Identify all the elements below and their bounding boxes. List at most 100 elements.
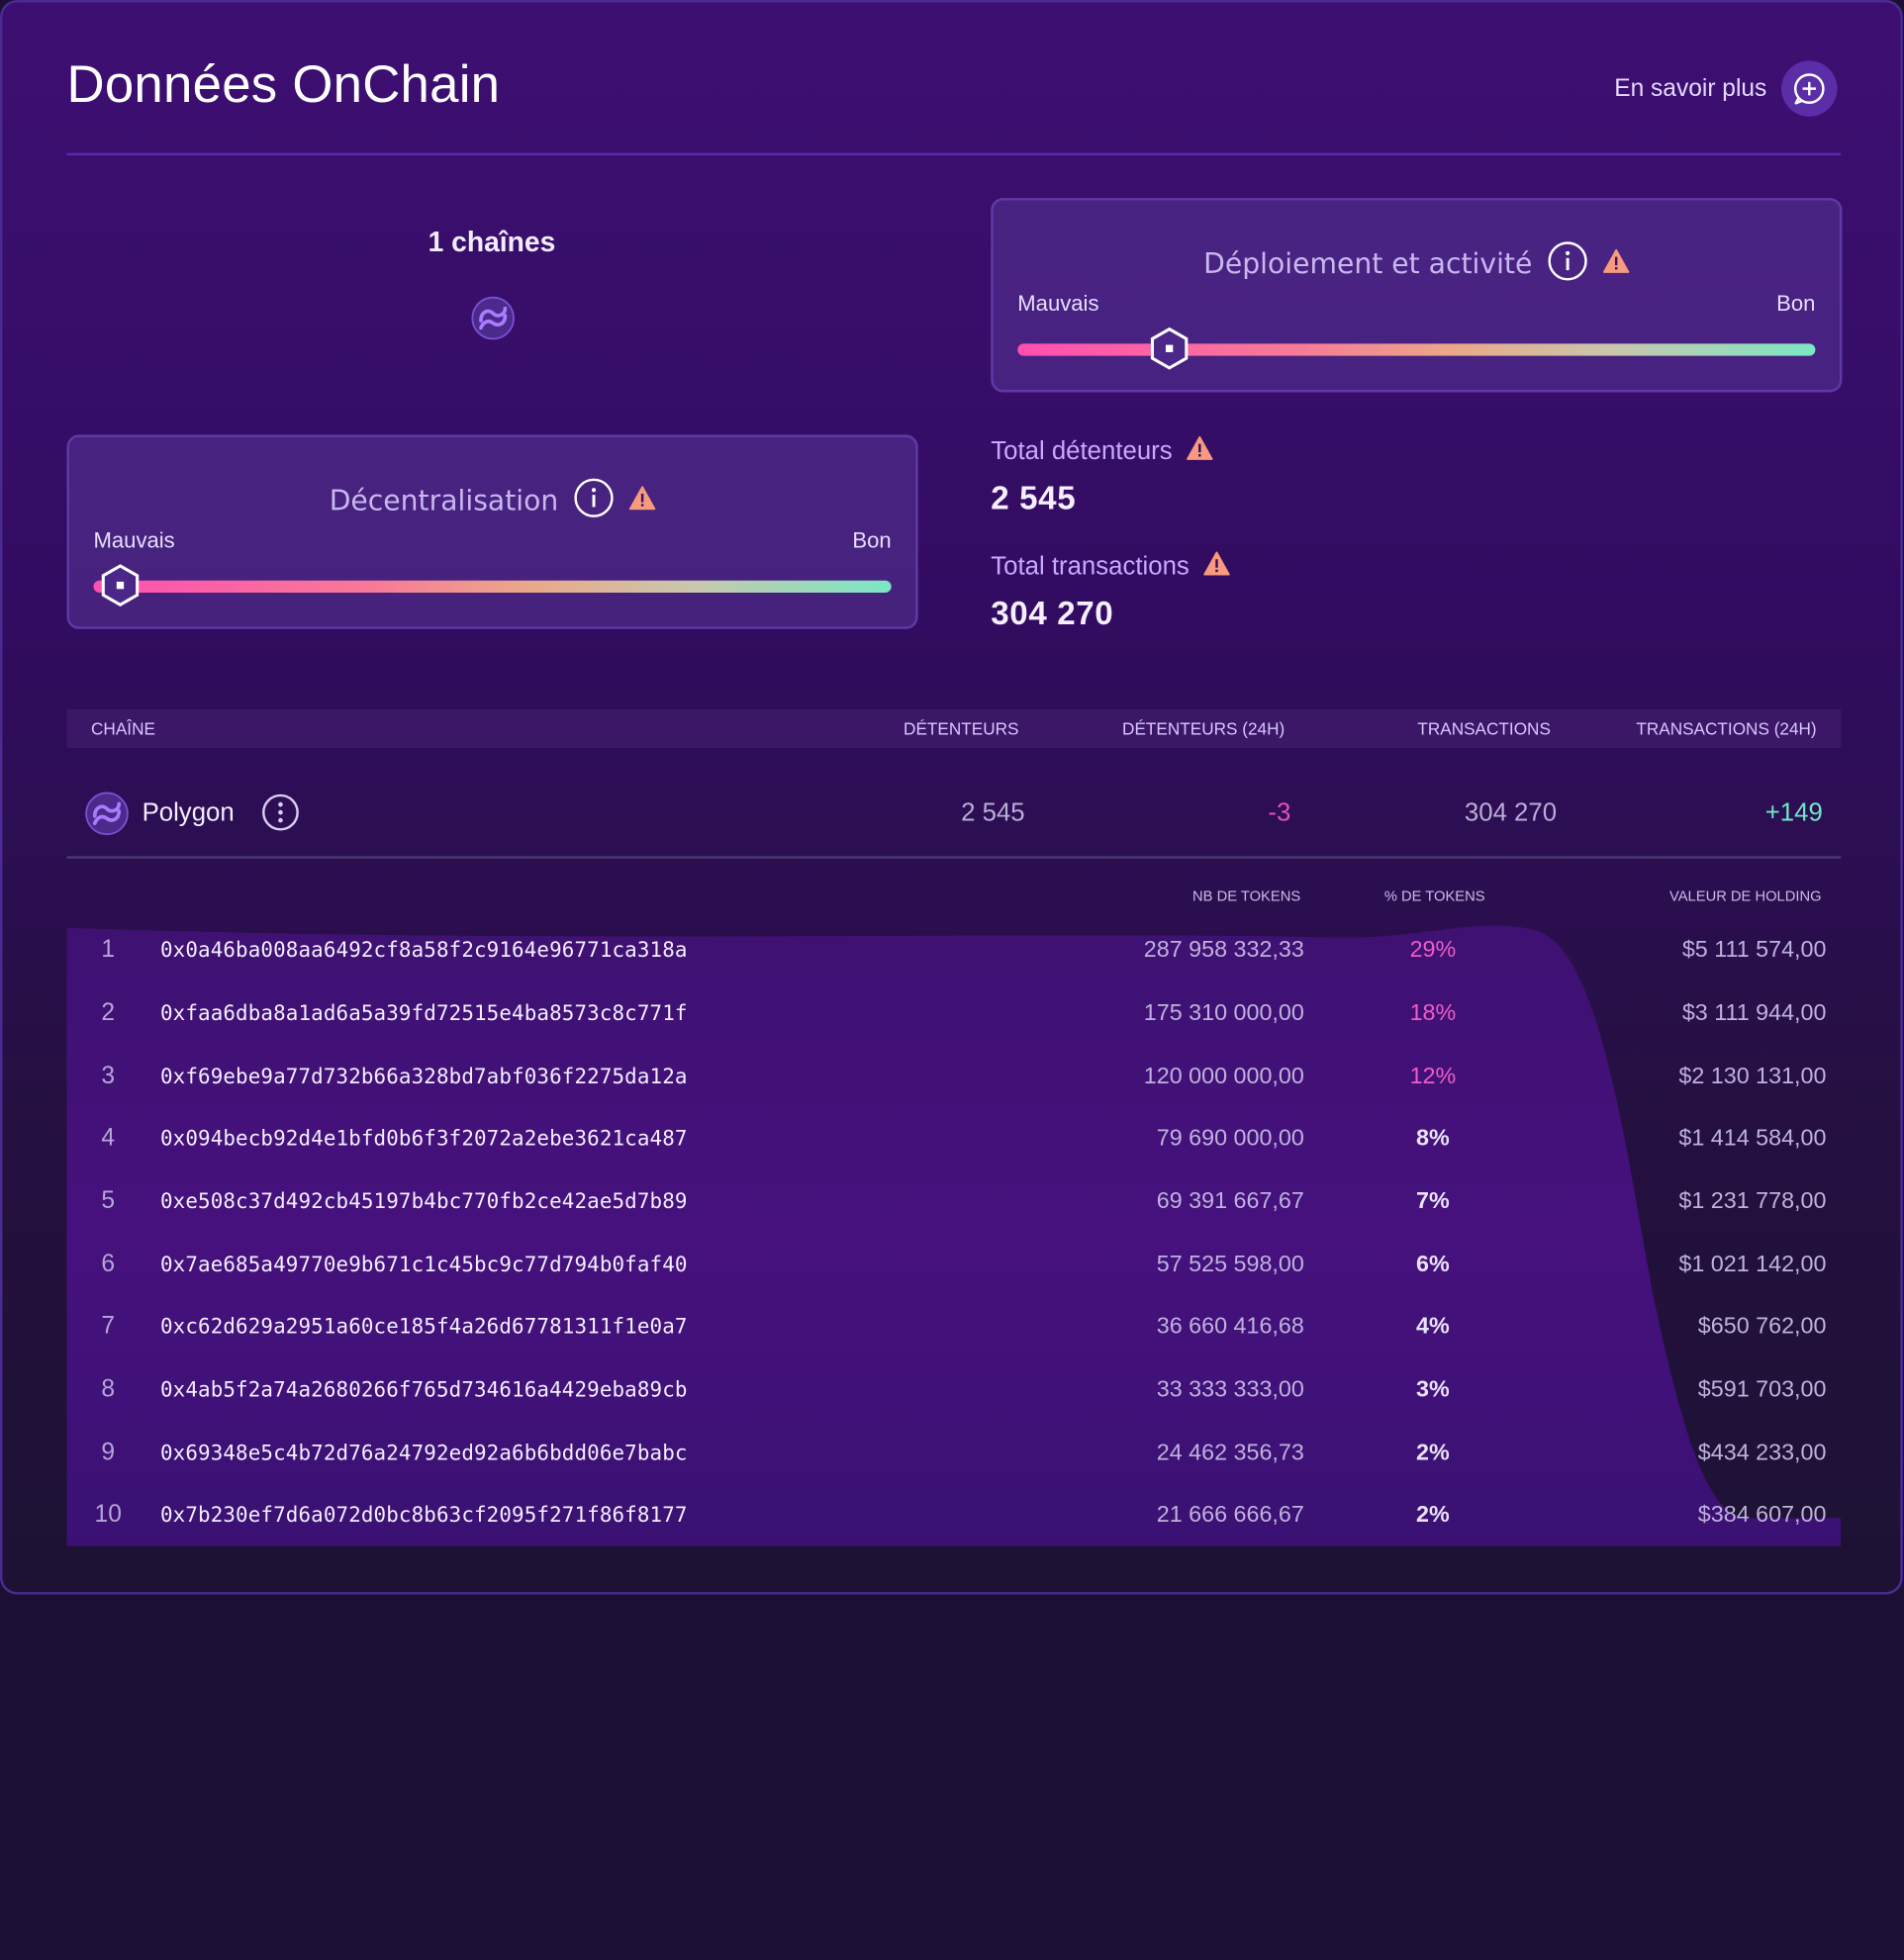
- holder-token-percent: 8%: [1416, 1125, 1450, 1152]
- holder-row[interactable]: 10 0x7b230ef7d6a072d0bc8b63cf2095f271f86f…: [66, 1488, 1841, 1551]
- holders-distribution-area: [66, 925, 1842, 1546]
- plus-circle-icon[interactable]: [1781, 60, 1838, 117]
- meter-good-label: Bon: [1776, 291, 1816, 317]
- holder-address: 0x7ae685a49770e9b671c1c45bc9c77d794b0faf…: [159, 1253, 688, 1278]
- total-transactions-label: Total transactions: [991, 551, 1231, 583]
- holder-rank: 4: [101, 1124, 116, 1152]
- holder-rank: 2: [101, 999, 116, 1027]
- holder-value: $1 414 584,00: [1678, 1125, 1827, 1152]
- holder-address: 0x0a46ba008aa6492cf8a58f2c9164e96771ca31…: [159, 938, 688, 964]
- holder-token-count: 21 666 666,67: [1156, 1502, 1304, 1529]
- page-title: Données OnChain: [66, 55, 501, 115]
- col-holders: DÉTENTEURS: [904, 718, 1019, 739]
- holder-value: $434 233,00: [1697, 1440, 1827, 1466]
- col-tokens: NB DE TOKENS: [1192, 887, 1301, 905]
- holder-token-percent: 3%: [1416, 1376, 1450, 1403]
- holder-row[interactable]: 9 0x69348e5c4b72d76a24792ed92a6b6bdd06e7b…: [66, 1426, 1841, 1489]
- holder-address: 0xe508c37d492cb45197b4bc770fb2ce42ae5d7b…: [159, 1189, 688, 1215]
- holder-rank: 6: [101, 1251, 116, 1278]
- holder-token-percent: 4%: [1416, 1314, 1450, 1340]
- holder-value: $1 021 142,00: [1678, 1252, 1827, 1278]
- holder-token-percent: 29%: [1409, 937, 1457, 964]
- learn-more-link[interactable]: En savoir plus: [1614, 60, 1838, 117]
- col-holders-24h: DÉTENTEURS (24H): [1122, 718, 1285, 739]
- holder-address: 0xc62d629a2951a60ce185f4a26d67781311f1e0…: [159, 1315, 688, 1340]
- holder-token-percent: 2%: [1416, 1502, 1450, 1529]
- warning-icon: [1187, 435, 1214, 468]
- holder-value: $650 762,00: [1697, 1314, 1827, 1340]
- holder-row[interactable]: 2 0xfaa6dba8a1ad6a5a39fd72515e4ba8573c8c7…: [66, 986, 1841, 1050]
- meter-handle: [100, 564, 142, 613]
- info-icon[interactable]: [1547, 240, 1588, 288]
- holders-table: 1 0x0a46ba008aa6492cf8a58f2c9164e96771ca3…: [66, 923, 1842, 1546]
- holder-token-count: 57 525 598,00: [1156, 1252, 1304, 1278]
- row-divider: [66, 856, 1842, 859]
- holder-row[interactable]: 5 0xe508c37d492cb45197b4bc770fb2ce42ae5d7…: [66, 1174, 1841, 1238]
- info-icon[interactable]: [573, 477, 615, 524]
- meter-track: [1017, 343, 1816, 356]
- deployment-title: Déploiement et activité: [1203, 247, 1533, 280]
- header-divider: [66, 152, 1842, 156]
- holder-token-percent: 2%: [1416, 1440, 1450, 1466]
- holder-rank: 1: [101, 936, 116, 964]
- holder-row[interactable]: 8 0x4ab5f2a74a2680266f765d734616a4429eba8…: [66, 1362, 1841, 1426]
- holder-row[interactable]: 3 0xf69ebe9a77d732b66a328bd7abf036f2275da…: [66, 1049, 1841, 1112]
- meter-track: [93, 580, 892, 593]
- holder-rank: 5: [101, 1187, 116, 1215]
- decentralization-meter: Décentralisation Mauvais Bon: [66, 434, 918, 629]
- holder-token-percent: 7%: [1416, 1188, 1450, 1215]
- chain-holders: 2 545: [961, 798, 1025, 827]
- total-holders-label: Total détenteurs: [991, 435, 1214, 468]
- polygon-icon[interactable]: [470, 295, 517, 347]
- col-transactions: TRANSACTIONS: [1417, 718, 1551, 739]
- holder-row[interactable]: 4 0x094becb92d4e1bfd0b6f3f2072a2ebe3621ca…: [66, 1111, 1841, 1174]
- holder-value: $384 607,00: [1697, 1502, 1827, 1529]
- holder-token-count: 120 000 000,00: [1143, 1064, 1304, 1089]
- chain-transactions: 304 270: [1464, 798, 1558, 827]
- col-value: VALEUR DE HOLDING: [1669, 887, 1822, 905]
- holder-rank: 8: [101, 1375, 116, 1403]
- polygon-icon: [84, 791, 131, 843]
- holder-token-count: 175 310 000,00: [1143, 1000, 1304, 1027]
- holder-value: $591 703,00: [1697, 1376, 1827, 1403]
- holder-address: 0xfaa6dba8a1ad6a5a39fd72515e4ba8573c8c77…: [159, 1001, 688, 1027]
- holder-rank: 10: [94, 1501, 122, 1529]
- holder-token-percent: 6%: [1416, 1252, 1450, 1278]
- holder-address: 0x094becb92d4e1bfd0b6f3f2072a2ebe3621ca4…: [159, 1127, 688, 1152]
- more-options-icon[interactable]: [261, 793, 300, 837]
- onchain-data-card: Données OnChain En savoir plus 1 chaînes…: [0, 0, 1903, 1595]
- learn-more-label: En savoir plus: [1614, 74, 1767, 102]
- holder-value: $1 231 778,00: [1678, 1188, 1827, 1215]
- holder-address: 0x69348e5c4b72d76a24792ed92a6b6bdd06e7ba…: [159, 1441, 688, 1466]
- holder-row[interactable]: 1 0x0a46ba008aa6492cf8a58f2c9164e96771ca3…: [66, 923, 1841, 986]
- holder-token-count: 69 391 667,67: [1156, 1188, 1304, 1215]
- deployment-meter: Déploiement et activité Mauvais Bon: [991, 198, 1843, 393]
- holder-rank: 7: [101, 1312, 116, 1340]
- meter-bad-label: Mauvais: [93, 527, 175, 553]
- col-percent: % DE TOKENS: [1383, 887, 1485, 905]
- total-holders-text: Total détenteurs: [991, 436, 1173, 466]
- meter-handle: [1149, 327, 1190, 376]
- holder-rank: 3: [101, 1062, 116, 1089]
- chain-row[interactable]: Polygon 2 545 -3 304 270 +149: [66, 780, 1841, 858]
- chain-transactions-24h: +149: [1764, 798, 1823, 827]
- chains-count: 1 chaînes: [428, 226, 556, 258]
- total-transactions-value: 304 270: [991, 595, 1114, 632]
- col-transactions-24h: TRANSACTIONS (24H): [1636, 718, 1817, 739]
- holder-token-count: 24 462 356,73: [1156, 1440, 1304, 1466]
- holder-token-count: 79 690 000,00: [1156, 1125, 1304, 1152]
- holder-row[interactable]: 6 0x7ae685a49770e9b671c1c45bc9c77d794b0fa…: [66, 1238, 1841, 1301]
- holder-rank: 9: [101, 1439, 116, 1466]
- chain-holders-24h: -3: [1268, 798, 1291, 827]
- holder-row[interactable]: 7 0xc62d629a2951a60ce185f4a26d67781311f1e…: [66, 1299, 1841, 1362]
- holder-token-count: 287 958 332,33: [1143, 937, 1304, 964]
- holder-address: 0x7b230ef7d6a072d0bc8b63cf2095f271f86f81…: [159, 1503, 688, 1529]
- col-chain: CHAÎNE: [91, 718, 155, 739]
- holder-value: $3 111 944,00: [1681, 1000, 1827, 1027]
- warning-icon: [628, 486, 656, 516]
- holder-value: $5 111 574,00: [1681, 937, 1827, 964]
- decentralization-title: Décentralisation: [329, 485, 559, 517]
- warning-icon: [1602, 248, 1630, 280]
- holder-token-count: 33 333 333,00: [1156, 1376, 1304, 1403]
- chain-name: Polygon: [142, 798, 235, 827]
